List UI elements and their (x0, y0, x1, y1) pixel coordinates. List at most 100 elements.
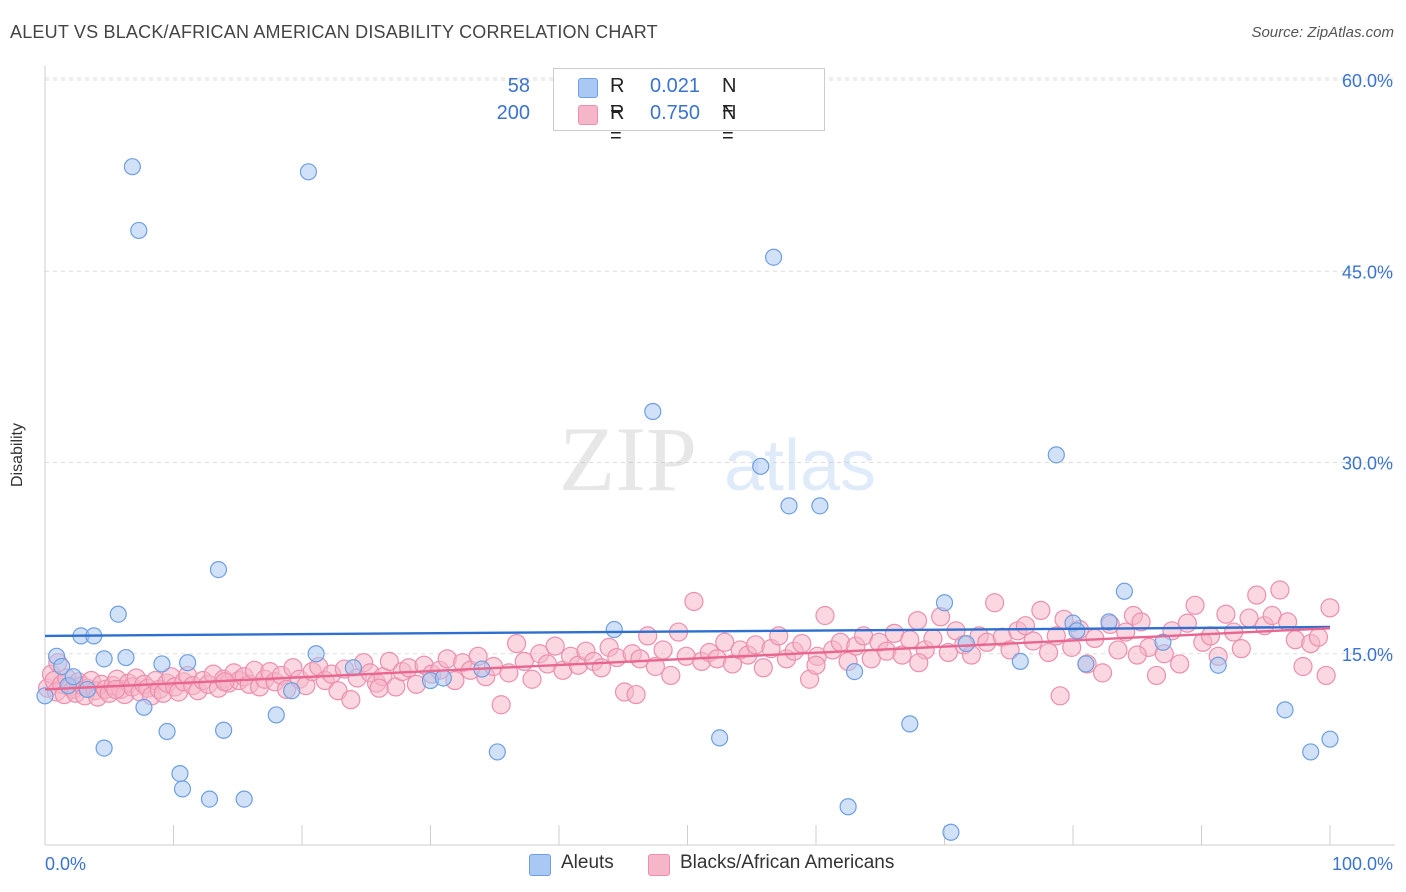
point-blacks (545, 636, 565, 656)
point-aleuts (839, 798, 857, 816)
point-blacks (1320, 598, 1340, 618)
point-blacks (1170, 654, 1190, 674)
y-tick-label: 45.0% (1342, 262, 1393, 282)
y-tick-label: 15.0% (1342, 645, 1393, 665)
stats-box: R = 0.021 N = 58 R = 0.750 N = 200 (497, 68, 825, 147)
point-blacks (106, 679, 126, 700)
point-aleuts (957, 634, 975, 653)
point-aleuts (64, 668, 82, 686)
point-blacks (1308, 627, 1329, 647)
n-label: N = (722, 75, 737, 120)
point-blacks (1247, 585, 1267, 605)
point-blacks (645, 656, 665, 677)
point-aleuts (1115, 582, 1134, 600)
r-label: R = (610, 75, 625, 120)
blacks-swatch (578, 105, 598, 125)
point-blacks (900, 630, 920, 650)
point-aleuts (780, 497, 798, 515)
point-aleuts (153, 655, 171, 673)
point-aleuts (235, 790, 253, 808)
point-aleuts (307, 645, 325, 663)
legend-swatch-aleuts (529, 854, 551, 876)
aleuts-swatch (578, 78, 598, 98)
axes (44, 66, 1395, 846)
point-aleuts (1276, 701, 1294, 719)
watermark: ZIP atlas (559, 408, 876, 510)
point-blacks (1316, 665, 1336, 686)
point-aleuts (752, 457, 770, 475)
point-aleuts (434, 669, 452, 687)
point-aleuts (200, 790, 219, 808)
trend-lines (44, 625, 1331, 691)
point-aleuts (173, 780, 192, 798)
point-blacks (1270, 580, 1290, 600)
point-blacks (806, 655, 826, 675)
point-blacks (1177, 613, 1197, 633)
legend-label-blacks: Blacks/African Americans (680, 852, 895, 873)
point-aleuts (644, 402, 662, 421)
point-aleuts (209, 560, 228, 579)
point-aleuts (135, 698, 153, 716)
point-blacks (379, 651, 399, 672)
chart-title: ALEUT VS BLACK/AFRICAN AMERICAN DISABILI… (10, 22, 658, 42)
n-value: 58 (507, 75, 530, 97)
point-blacks (1108, 640, 1128, 660)
point-blacks (1231, 639, 1251, 659)
y-axis-label: Disability (9, 422, 26, 488)
point-blacks (1092, 663, 1113, 683)
point-blacks (1216, 604, 1236, 624)
point-blacks (909, 653, 929, 673)
gridlines (45, 77, 1395, 655)
point-blacks (630, 649, 650, 669)
point-aleuts (171, 764, 189, 783)
series-blacks-points (37, 580, 1340, 715)
point-blacks (341, 690, 361, 710)
point-aleuts (711, 729, 729, 747)
y-tick-label: 60.0% (1342, 71, 1393, 91)
n-value: 200 (496, 102, 530, 124)
legend-swatch-blacks (648, 854, 670, 876)
point-blacks (792, 633, 812, 654)
point-aleuts (488, 743, 506, 761)
point-blacks (985, 593, 1005, 613)
point-aleuts (283, 682, 301, 700)
point-blacks (1185, 595, 1205, 615)
point-aleuts (1100, 613, 1118, 631)
point-aleuts (901, 715, 919, 733)
point-aleuts (605, 620, 623, 639)
x-tick-label-max: 100.0% (1332, 854, 1393, 874)
r-value: 0.021 (650, 75, 701, 97)
point-blacks (1127, 645, 1147, 665)
point-blacks (907, 610, 928, 631)
point-aleuts (942, 823, 960, 841)
point-aleuts (158, 722, 176, 741)
point-aleuts (109, 605, 127, 623)
point-blacks (491, 695, 511, 715)
y-tick-label: 30.0% (1342, 454, 1393, 474)
point-blacks (892, 645, 912, 665)
point-blacks (1131, 612, 1151, 632)
point-aleuts (123, 158, 141, 176)
point-blacks (661, 665, 681, 686)
point-aleuts (1209, 656, 1227, 674)
r-value: 0.750 (650, 102, 701, 124)
point-blacks (653, 640, 673, 660)
point-blacks (684, 591, 704, 612)
trend-line-aleuts (44, 625, 1331, 638)
series-aleuts-points (36, 158, 1339, 841)
point-aleuts (179, 654, 197, 672)
point-aleuts (299, 163, 318, 181)
point-aleuts (267, 706, 285, 724)
watermark-zip: ZIP (559, 408, 697, 510)
point-blacks (1062, 637, 1082, 657)
point-aleuts (1321, 730, 1339, 748)
point-blacks (815, 605, 835, 626)
point-blacks (369, 678, 389, 698)
point-blacks (506, 633, 527, 654)
point-blacks (1050, 686, 1070, 706)
point-aleuts (845, 662, 864, 681)
point-aleuts (95, 650, 113, 668)
point-blacks (1146, 665, 1167, 686)
point-aleuts (78, 680, 97, 699)
